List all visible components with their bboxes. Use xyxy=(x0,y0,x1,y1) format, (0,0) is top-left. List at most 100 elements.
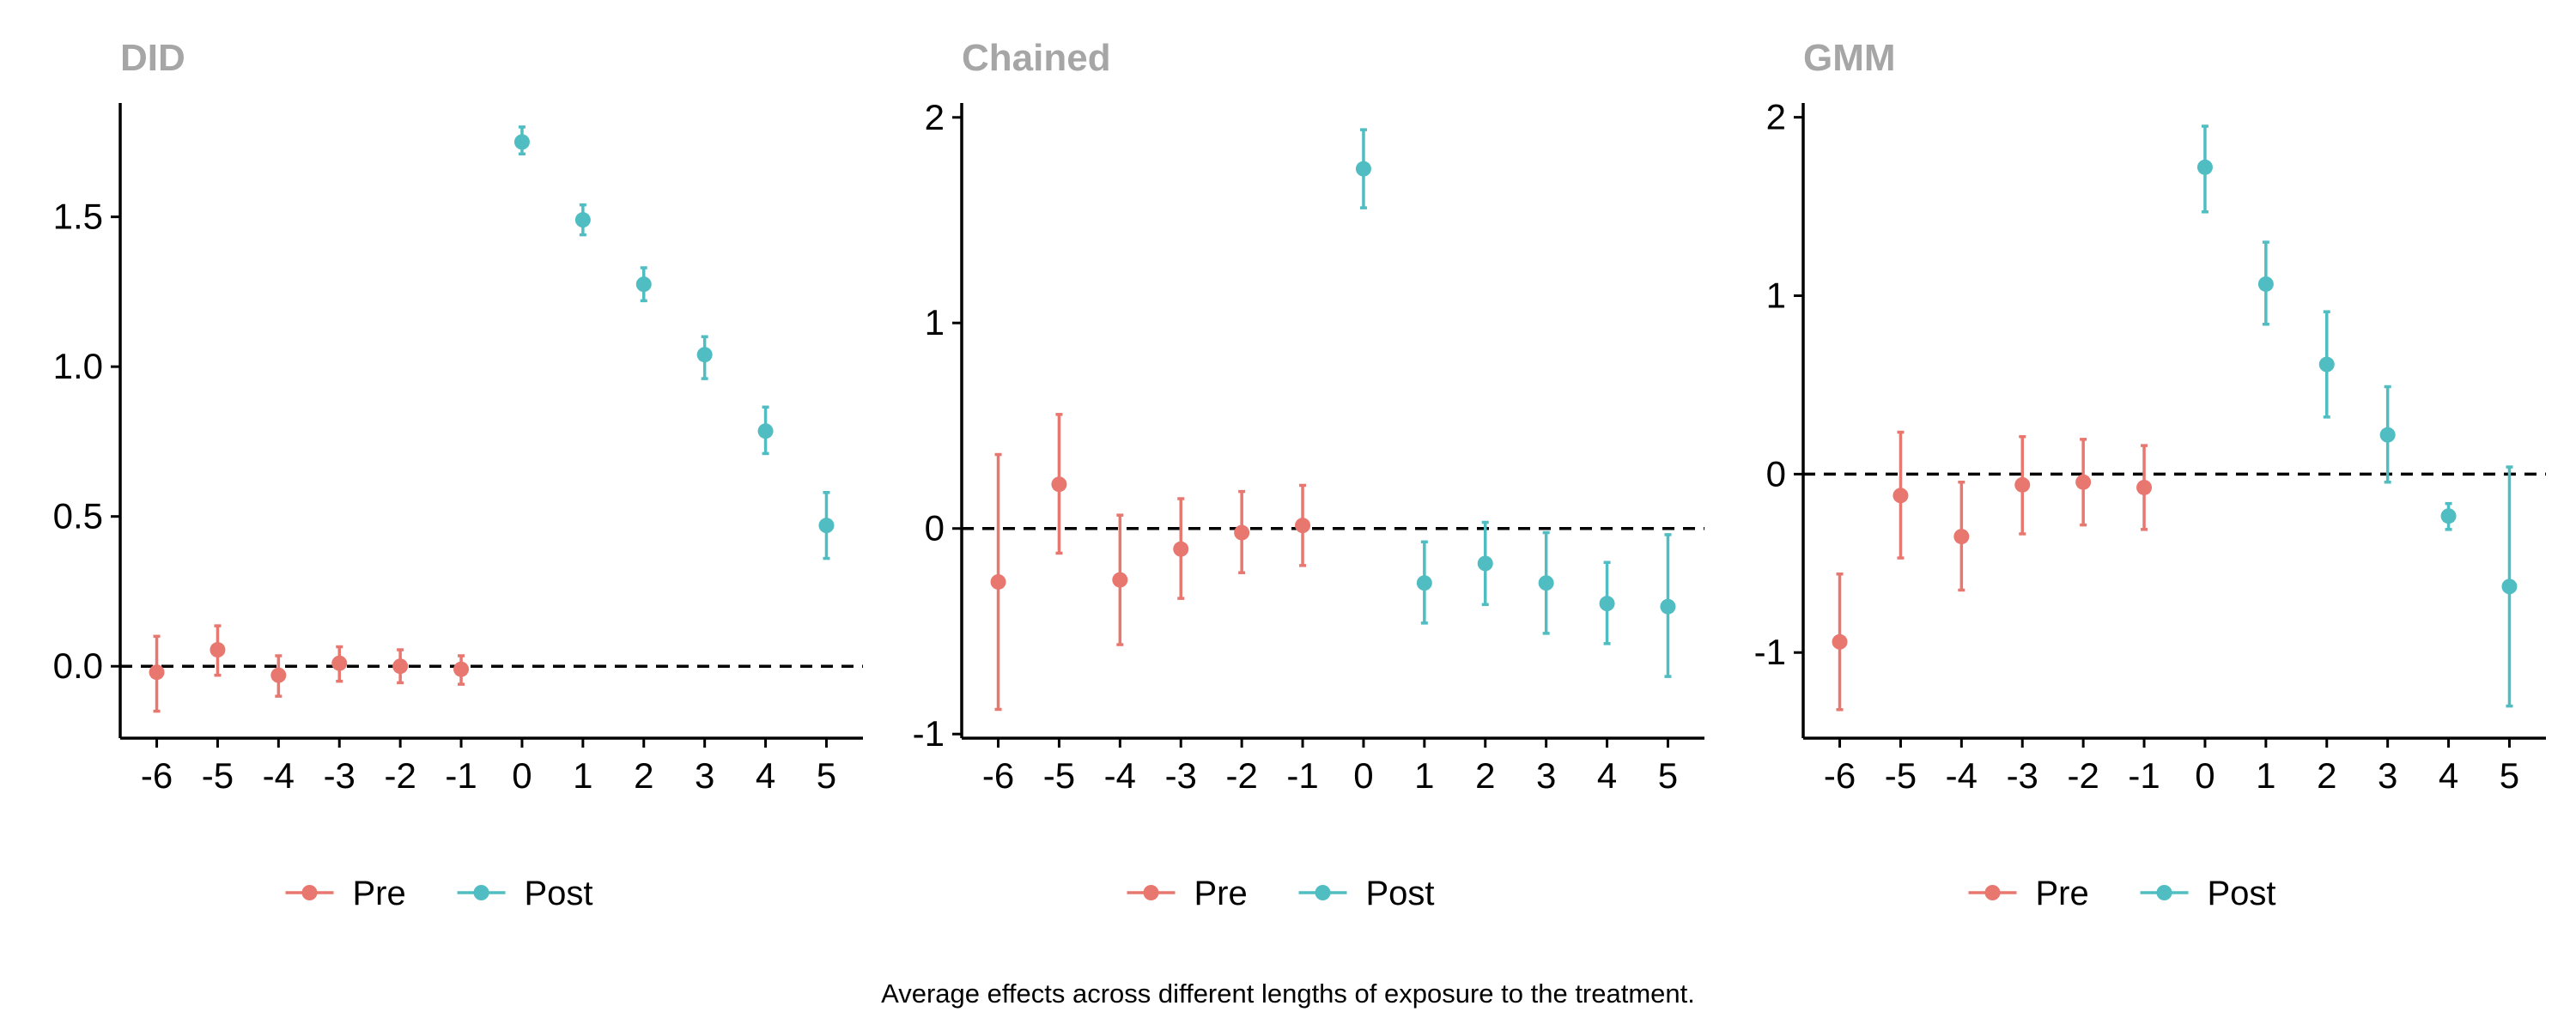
x-tick-label: -2 xyxy=(384,755,416,796)
data-point-pre xyxy=(2136,479,2153,495)
x-tick-label: 1 xyxy=(573,755,592,796)
legend: Pre Post xyxy=(1127,875,1435,912)
data-point-post xyxy=(2257,276,2274,292)
data-point-pre xyxy=(331,655,348,671)
x-tick-label: 4 xyxy=(2439,755,2458,796)
y-tick-label: -1 xyxy=(913,713,945,754)
y-tick-label: 0.0 xyxy=(53,645,103,686)
x-tick-label: -2 xyxy=(1225,755,1257,796)
x-tick-label: -5 xyxy=(202,755,234,796)
data-point-pre xyxy=(1893,488,1909,504)
legend-label-pre: Pre xyxy=(1194,875,1248,912)
legend: Pre Post xyxy=(1968,875,2276,912)
y-tick-label: 2 xyxy=(1766,97,1786,137)
data-point-post xyxy=(2501,579,2518,595)
legend-label-post: Post xyxy=(1366,875,1435,912)
x-tick-label: -3 xyxy=(1165,755,1197,796)
figure-caption: Average effects across different lengths… xyxy=(881,978,1695,1009)
x-tick-label: -1 xyxy=(445,755,477,796)
data-point-pre xyxy=(1173,541,1189,557)
legend-key-dot-pre xyxy=(1984,885,2001,900)
data-point-post xyxy=(2196,159,2213,175)
x-tick-label: 1 xyxy=(2256,755,2275,796)
x-tick-label: 4 xyxy=(756,755,775,796)
legend-key-dot-post xyxy=(473,885,489,900)
data-point-pre xyxy=(990,573,1006,590)
data-point-pre xyxy=(149,664,165,681)
x-tick-label: -6 xyxy=(982,755,1014,796)
y-tick-label: 0.5 xyxy=(53,496,103,536)
data-point-post xyxy=(818,518,835,534)
y-tick-label: 1 xyxy=(1766,275,1786,315)
x-tick-label: -5 xyxy=(1885,755,1917,796)
data-point-post xyxy=(2379,427,2396,443)
x-tick-label: 5 xyxy=(817,755,836,796)
y-tick-label: 1.0 xyxy=(53,346,103,386)
data-point-post xyxy=(2318,356,2335,373)
legend-key-dot-pre xyxy=(301,885,318,900)
x-tick-label: 0 xyxy=(1353,755,1373,796)
y-tick-label: 0 xyxy=(1766,453,1786,494)
x-tick-label: 0 xyxy=(2195,755,2215,796)
y-tick-label: 2 xyxy=(925,97,945,137)
legend: Pre Post xyxy=(285,875,593,912)
data-point-pre xyxy=(210,642,226,658)
legend-label-post: Post xyxy=(525,875,593,912)
data-point-post xyxy=(635,276,652,293)
chart-title: Chained xyxy=(962,37,1111,79)
data-point-post xyxy=(757,423,774,439)
x-tick-label: -2 xyxy=(2067,755,2099,796)
x-tick-label: 2 xyxy=(2317,755,2336,796)
data-point-post xyxy=(1416,575,1432,591)
x-tick-label: 3 xyxy=(1536,755,1556,796)
legend-label-pre: Pre xyxy=(2036,875,2089,912)
data-point-post xyxy=(1355,161,1371,177)
data-point-post xyxy=(574,212,591,228)
data-point-post xyxy=(1599,596,1615,612)
data-point-pre xyxy=(270,667,287,683)
data-point-pre xyxy=(392,658,409,675)
legend-label-pre: Pre xyxy=(353,875,406,912)
data-point-pre xyxy=(453,661,470,677)
x-tick-label: 3 xyxy=(695,755,714,796)
x-tick-label: 0 xyxy=(512,755,532,796)
y-tick-label: 1 xyxy=(925,302,945,342)
x-tick-label: -1 xyxy=(2128,755,2160,796)
chart-title: DID xyxy=(120,37,185,79)
x-tick-label: -4 xyxy=(1104,755,1136,796)
x-tick-label: 1 xyxy=(1414,755,1434,796)
data-point-pre xyxy=(1953,529,1970,545)
x-tick-label: 5 xyxy=(2500,755,2519,796)
data-point-pre xyxy=(2075,474,2092,490)
x-tick-label: 5 xyxy=(1658,755,1678,796)
x-tick-label: -3 xyxy=(324,755,355,796)
x-tick-label: -3 xyxy=(2007,755,2038,796)
y-tick-label: 1.5 xyxy=(53,197,103,237)
legend-key-dot-post xyxy=(2156,885,2172,900)
data-point-pre xyxy=(1295,518,1311,534)
x-tick-label: 2 xyxy=(1475,755,1495,796)
x-tick-label: 2 xyxy=(634,755,653,796)
data-point-post xyxy=(1477,555,1493,572)
data-point-post xyxy=(2440,508,2457,524)
legend-key-dot-post xyxy=(1315,885,1331,900)
x-tick-label: -4 xyxy=(263,755,295,796)
x-tick-label: -6 xyxy=(1824,755,1856,796)
data-point-post xyxy=(696,347,713,363)
data-point-post xyxy=(513,134,530,150)
x-tick-label: -6 xyxy=(141,755,173,796)
x-tick-label: 3 xyxy=(2378,755,2397,796)
x-tick-label: -4 xyxy=(1946,755,1978,796)
data-point-pre xyxy=(2014,476,2031,493)
x-tick-label: -1 xyxy=(1286,755,1318,796)
data-point-post xyxy=(1538,575,1554,591)
chart-panel-1: DID 0.0 0.5 1.0 1.5 -6 -5 -4 -3 -2 -1 0 1 2 3 4 5 Pre Post xyxy=(53,37,863,912)
data-point-pre xyxy=(1234,524,1250,541)
data-point-pre xyxy=(1112,572,1128,588)
x-tick-label: -5 xyxy=(1043,755,1075,796)
legend-label-post: Post xyxy=(2208,875,2276,912)
data-point-pre xyxy=(1051,476,1067,493)
